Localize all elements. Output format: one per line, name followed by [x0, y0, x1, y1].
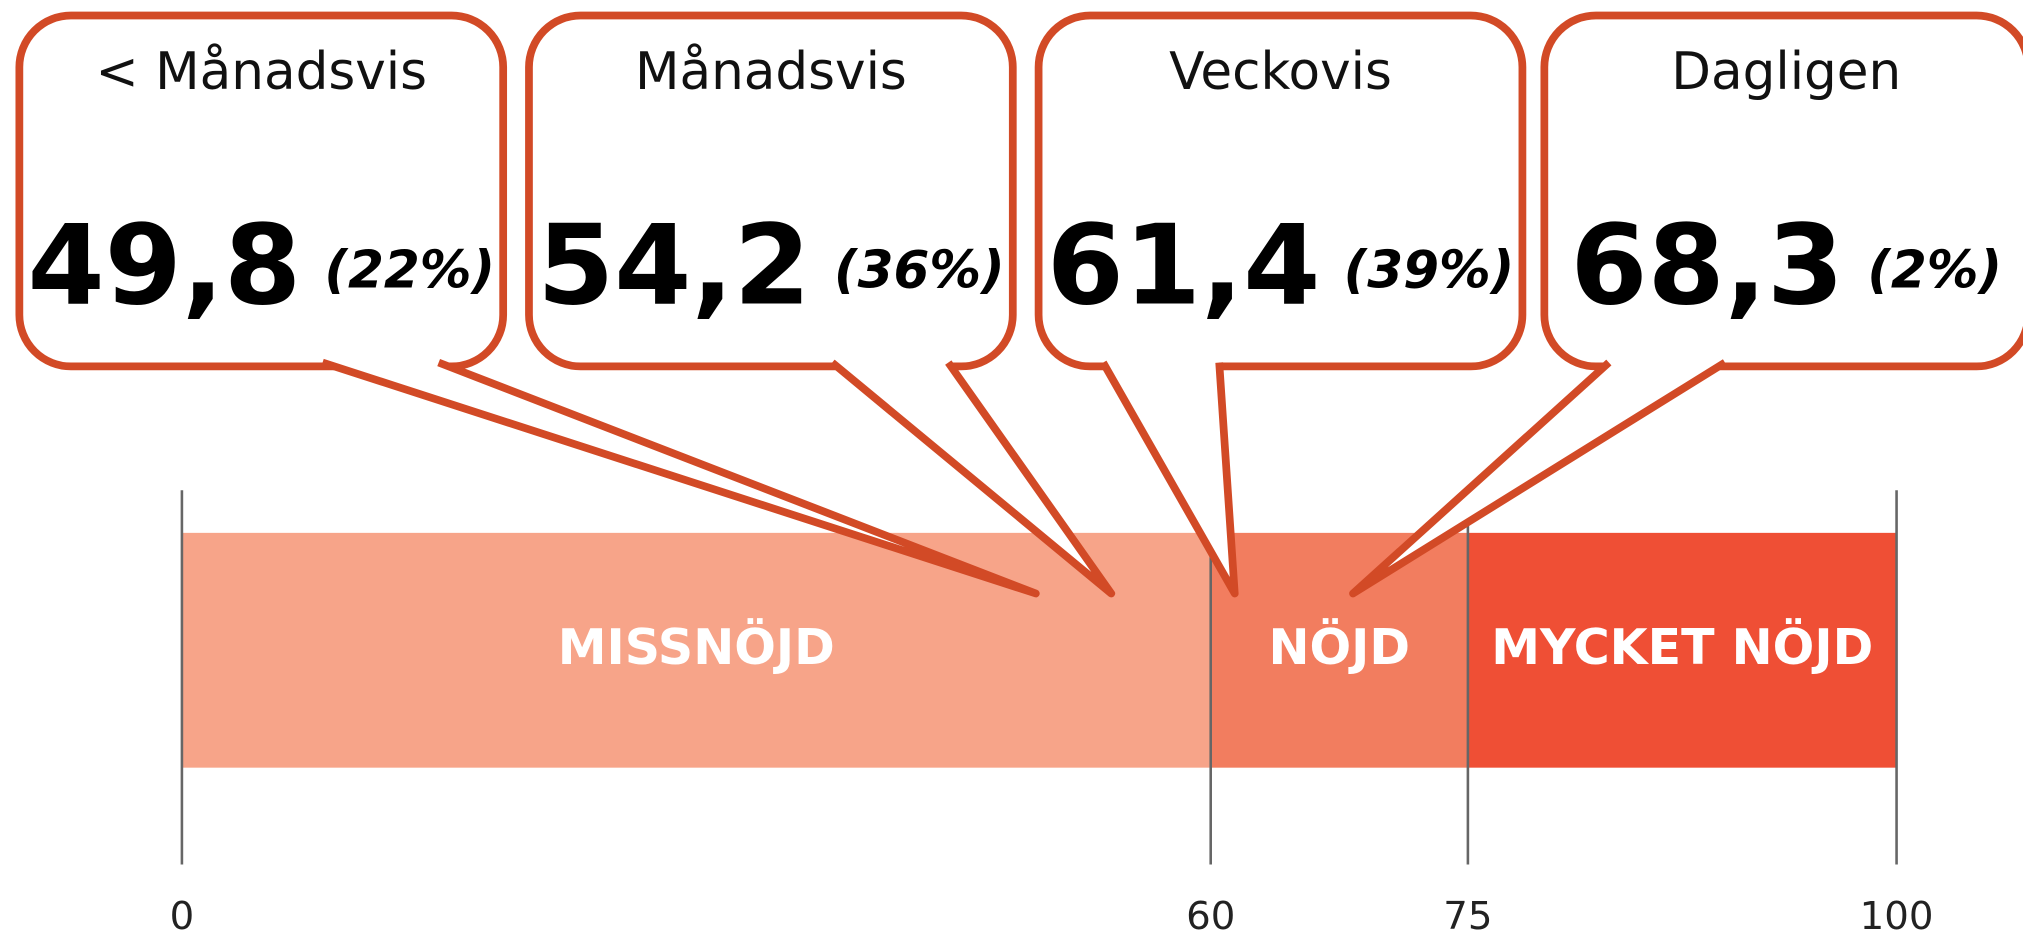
x-tick-label: 0	[170, 894, 195, 938]
callout-box	[1540, 11, 2023, 371]
callout-value: 54,2 (36%)	[537, 202, 1005, 331]
callout-name: Dagligen	[1671, 42, 1901, 102]
value-label: 61,4	[1047, 202, 1321, 331]
callout-box	[15, 11, 508, 371]
callout-pointer	[829, 359, 1116, 598]
value-label: 54,2	[537, 202, 811, 331]
callout: Månadsvis 54,2 (36%)	[525, 11, 1116, 598]
band	[181, 532, 1211, 768]
callout: < Månadsvis 49,8 (22%)	[15, 11, 1040, 598]
band-label: MISSNÖJD	[558, 617, 835, 676]
callout-name: Månadsvis	[635, 42, 907, 102]
callout-pointer	[1349, 359, 1728, 598]
callout-name: Veckovis	[1169, 42, 1392, 102]
callout-box	[525, 11, 1017, 371]
band	[1467, 532, 1897, 768]
share-label: (22%)	[324, 241, 495, 301]
x-tick-label: 60	[1186, 894, 1235, 938]
x-tick-label: 75	[1443, 894, 1492, 938]
value-label: 49,8	[27, 202, 301, 331]
x-tick-label: 100	[1860, 894, 1934, 938]
callout: Veckovis 61,4 (39%)	[1034, 11, 1527, 598]
value-label: 68,3	[1570, 202, 1844, 331]
callout-pointer	[321, 358, 1040, 598]
callout-box	[1034, 11, 1527, 371]
band-label: NÖJD	[1268, 617, 1410, 676]
callout-value: 61,4 (39%)	[1047, 202, 1515, 331]
callout-pointer	[1099, 360, 1239, 598]
callout: Dagligen 68,3 (2%)	[1349, 11, 2023, 598]
callout-value: 68,3 (2%)	[1570, 202, 2002, 331]
share-label: (36%)	[834, 241, 1005, 301]
band	[1210, 532, 1468, 768]
callout-value: 49,8 (22%)	[27, 202, 495, 331]
share-label: (39%)	[1344, 241, 1515, 301]
band-label: MYCKET NÖJD	[1491, 617, 1873, 676]
callout-name: < Månadsvis	[96, 42, 427, 102]
share-label: (2%)	[1867, 241, 2002, 301]
